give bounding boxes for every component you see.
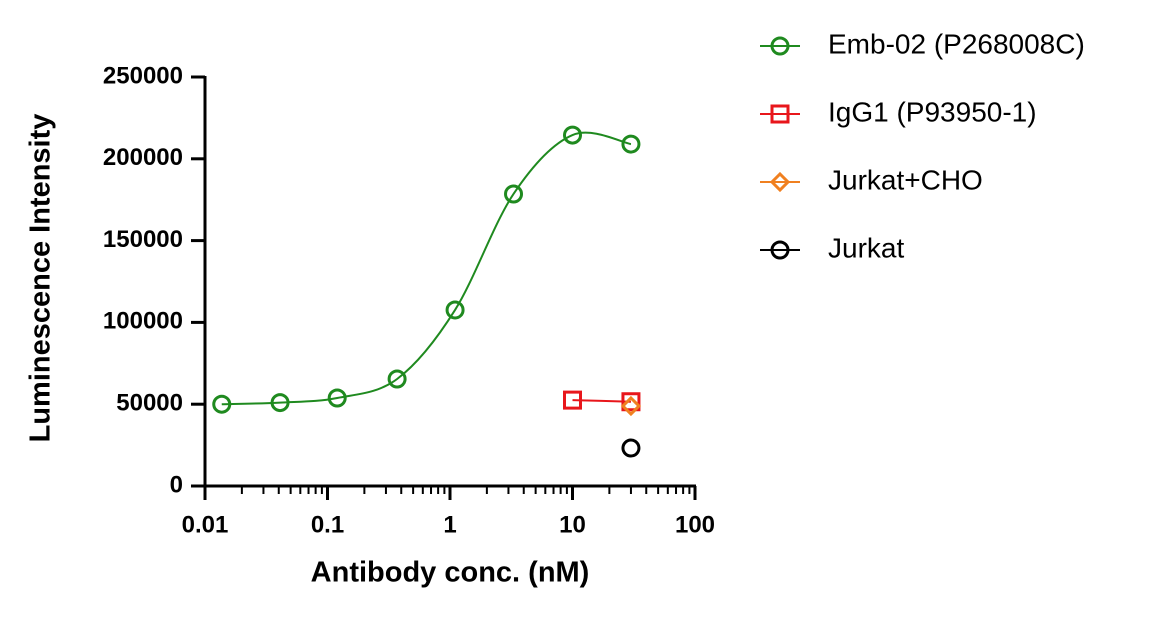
y-tick-label: 150000 [103, 226, 183, 253]
marker [327, 388, 347, 408]
legend-label: Jurkat+CHO [828, 164, 983, 195]
x-tick-label: 10 [559, 511, 586, 538]
x-tick-label: 1 [443, 511, 456, 538]
legend-label: Jurkat [828, 232, 904, 263]
x-axis-title: Antibody conc. (nM) [311, 557, 590, 589]
legend-label: Emb-02 (P268008C) [828, 28, 1085, 59]
legend-label: IgG1 (P93950-1) [828, 96, 1037, 127]
x-tick-label: 0.1 [311, 511, 344, 538]
marker [504, 184, 524, 204]
marker [387, 369, 407, 389]
legend-marker [770, 240, 790, 260]
y-tick-label: 50000 [116, 390, 183, 417]
y-axis-title: Luminescence Intensity [25, 114, 57, 443]
marker [445, 300, 465, 320]
series-line [221, 131, 632, 406]
marker [212, 394, 232, 414]
y-tick-label: 0 [170, 471, 183, 498]
y-tick-label: 200000 [103, 144, 183, 171]
y-tick-label: 250000 [103, 62, 183, 89]
marker [621, 134, 641, 154]
marker [620, 395, 642, 417]
marker [621, 438, 641, 458]
marker [563, 125, 582, 145]
x-tick-label: 100 [675, 511, 715, 538]
marker [270, 393, 290, 413]
legend-marker [770, 36, 790, 56]
marker [563, 390, 582, 410]
legend-marker [769, 171, 791, 193]
x-tick-label: 0.01 [182, 511, 229, 538]
legend-marker [770, 104, 790, 124]
y-tick-label: 100000 [103, 308, 183, 335]
marker [621, 392, 641, 412]
